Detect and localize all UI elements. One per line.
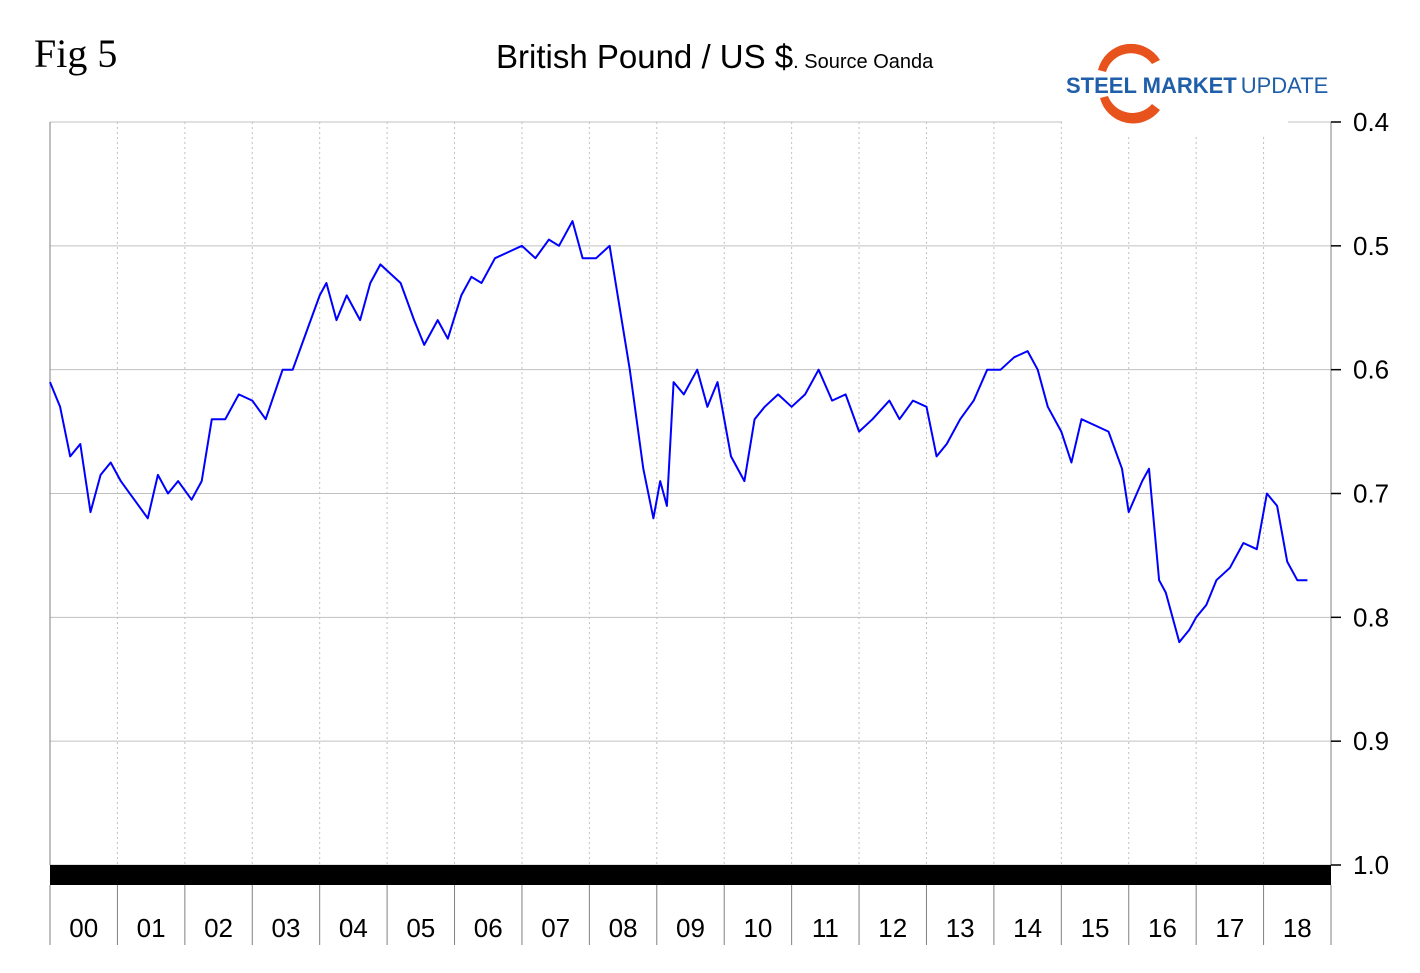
x-tick-label: 07 [541,913,570,943]
chart-title: British Pound / US $ [496,38,793,75]
x-tick-label: 06 [474,913,503,943]
logo-swoosh-bottom-icon [1100,96,1160,124]
y-tick-label: 0.4 [1353,107,1389,137]
logo-swoosh-top-icon [1098,43,1160,72]
x-tick-label: 03 [272,913,301,943]
x-tick-labels: 00 01 02 03 04 05 06 07 08 09 10 11 12 13 14 15 16 17 18 [69,913,1312,943]
y-tick-label: 0.7 [1353,479,1389,509]
y-tick-label: 0.8 [1353,602,1389,632]
steel-market-update-logo: STEEL MARKET UPDATE [1062,36,1328,134]
logo-text: STEEL MARKET UPDATE [1066,73,1328,98]
x-tick-label: 11 [812,913,839,943]
x-tick-label: 15 [1081,913,1110,943]
x-axis-band [50,865,1331,885]
axes [49,121,1341,945]
y-tick-label: 0.9 [1353,726,1389,756]
x-tick-label: 05 [406,913,435,943]
y-tick-labels: 0.4 0.5 0.6 0.7 0.8 0.9 1.0 [1353,107,1389,880]
y-tick-label: 0.6 [1353,355,1389,385]
gbp-usd-series-line [49,220,1308,644]
chart-title-group: British Pound / US $. Source Oanda [496,38,934,75]
x-tick-label: 09 [676,913,705,943]
x-tick-label: 12 [878,913,907,943]
x-tick-label: 18 [1283,913,1312,943]
x-tick-label: 13 [946,913,975,943]
x-tick-label: 14 [1013,913,1042,943]
logo-text-bold: STEEL MARKET [1066,73,1237,98]
x-tick-label: 01 [137,913,166,943]
x-tick-label: 04 [339,913,368,943]
chart-subtitle: . Source Oanda [793,51,934,73]
x-tick-label: 17 [1215,913,1244,943]
x-tick-label: 00 [69,913,98,943]
y-tick-label: 0.5 [1353,231,1389,261]
x-tick-label: 16 [1148,913,1177,943]
gridlines [50,121,1331,866]
x-tick-label: 10 [743,913,772,943]
y-tick-label: 1.0 [1353,850,1389,880]
series-layer [49,220,1308,644]
logo-background [1062,36,1288,134]
x-tick-label: 08 [609,913,638,943]
logo-text-regular: UPDATE [1241,73,1329,98]
figure-label: Fig 5 [34,31,117,76]
x-tick-label: 02 [204,913,233,943]
